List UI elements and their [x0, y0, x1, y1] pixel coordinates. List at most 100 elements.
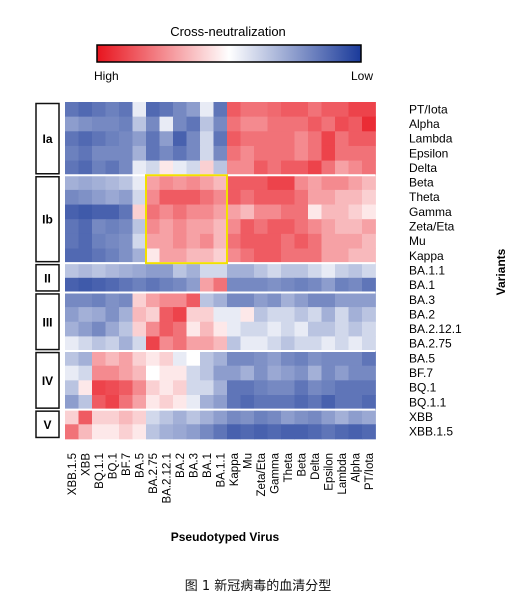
row-label: Delta — [409, 161, 437, 175]
heatmap-cell — [362, 116, 376, 132]
heatmap-cell — [227, 131, 241, 147]
heatmap-cell — [362, 219, 376, 235]
heatmap-cell — [119, 145, 133, 161]
row-label: XBB — [409, 410, 433, 424]
heatmap-cell — [186, 365, 201, 381]
heatmap-cell — [146, 102, 160, 118]
heatmap-cell — [173, 131, 187, 147]
heatmap-cell — [227, 233, 241, 249]
heatmap-cell — [335, 365, 349, 381]
heatmap-cell — [200, 233, 214, 249]
group-bracket — [35, 176, 60, 263]
heatmap-cell — [65, 204, 79, 220]
heatmap-cell — [92, 365, 106, 381]
heatmap-cell — [335, 160, 349, 176]
heatmap-cell — [308, 102, 322, 118]
heatmap-cell — [173, 263, 187, 279]
heatmap-cell — [146, 204, 160, 220]
heatmap-cell — [348, 292, 363, 308]
heatmap-cell — [335, 102, 349, 118]
heatmap-cell — [119, 321, 133, 337]
heatmap-cell — [105, 219, 120, 235]
heatmap-cell — [78, 277, 93, 293]
heatmap-cell — [213, 351, 228, 367]
column-label: Gamma — [269, 452, 281, 494]
heatmap-cell — [281, 321, 295, 337]
heatmap-cell — [267, 395, 282, 411]
heatmap-cell — [159, 409, 174, 425]
heatmap-cell — [281, 116, 295, 132]
row-label: BA.3 — [409, 293, 435, 307]
heatmap-cell — [92, 292, 106, 308]
heatmap-cell — [267, 189, 282, 205]
heatmap-cell — [362, 131, 376, 147]
heatmap-cell — [92, 351, 106, 367]
heatmap-cell — [267, 292, 282, 308]
column-label: Kappa — [229, 452, 241, 486]
heatmap-cell — [119, 131, 133, 147]
heatmap-cell — [186, 263, 201, 279]
heatmap-cell — [348, 365, 363, 381]
heatmap-cell — [200, 189, 214, 205]
heatmap-cell — [254, 395, 268, 411]
heatmap-cell — [348, 131, 363, 147]
heatmap-cell — [159, 233, 174, 249]
heatmap-cell — [92, 160, 106, 176]
heatmap-cell — [308, 116, 322, 132]
heatmap-cell — [294, 219, 309, 235]
heatmap-cell — [186, 219, 201, 235]
heatmap-cell — [281, 189, 295, 205]
column-label: BA.5 — [134, 453, 146, 478]
heatmap-cell — [173, 204, 187, 220]
heatmap-cell — [294, 160, 309, 176]
heatmap-cell — [348, 351, 363, 367]
heatmap-cell — [132, 351, 147, 367]
heatmap-cell — [362, 307, 376, 323]
heatmap-cell — [240, 321, 255, 337]
heatmap-cell — [78, 131, 93, 147]
column-label: BA.1.1 — [215, 453, 227, 488]
heatmap-cell — [227, 365, 241, 381]
heatmap-cell — [321, 263, 336, 279]
heatmap-cell — [321, 204, 336, 220]
heatmap-cell — [240, 277, 255, 293]
heatmap-cell — [92, 321, 106, 337]
heatmap-cell — [200, 145, 214, 161]
heatmap-cell — [173, 248, 187, 264]
heatmap-cell — [200, 102, 214, 118]
heatmap-cell — [78, 175, 93, 191]
row-label: BF.7 — [409, 366, 433, 380]
heatmap-cell — [105, 131, 120, 147]
heatmap-cell — [173, 351, 187, 367]
heatmap-cell — [78, 204, 93, 220]
heatmap-cell — [105, 102, 120, 118]
heatmap-cell — [105, 380, 120, 396]
column-label: BA.2.12.1 — [161, 453, 173, 504]
heatmap-cell — [78, 365, 93, 381]
figure-caption: 图 1 新冠病毒的血清分型 — [185, 578, 332, 594]
heatmap-cell — [119, 233, 133, 249]
heatmap-cell — [321, 351, 336, 367]
column-label: BA.1 — [202, 453, 214, 478]
heatmap-cell — [159, 189, 174, 205]
heatmap-cell — [362, 102, 376, 118]
row-label: Beta — [409, 176, 434, 190]
row-label: Epsilon — [409, 146, 448, 160]
heatmap-cell — [348, 219, 363, 235]
heatmap-cell — [132, 160, 147, 176]
heatmap-cell — [308, 292, 322, 308]
heatmap-cell — [267, 160, 282, 176]
heatmap-cell — [119, 248, 133, 264]
heatmap-cell — [348, 307, 363, 323]
heatmap-cell — [213, 395, 228, 411]
heatmap-cell — [186, 380, 201, 396]
heatmap-cell — [78, 424, 93, 440]
row-label: BA.5 — [409, 351, 435, 365]
legend-colorbar — [96, 44, 362, 63]
heatmap-cell — [308, 336, 322, 352]
highlight-box — [145, 174, 228, 265]
heatmap-cell — [321, 189, 336, 205]
heatmap-cell — [321, 424, 336, 440]
